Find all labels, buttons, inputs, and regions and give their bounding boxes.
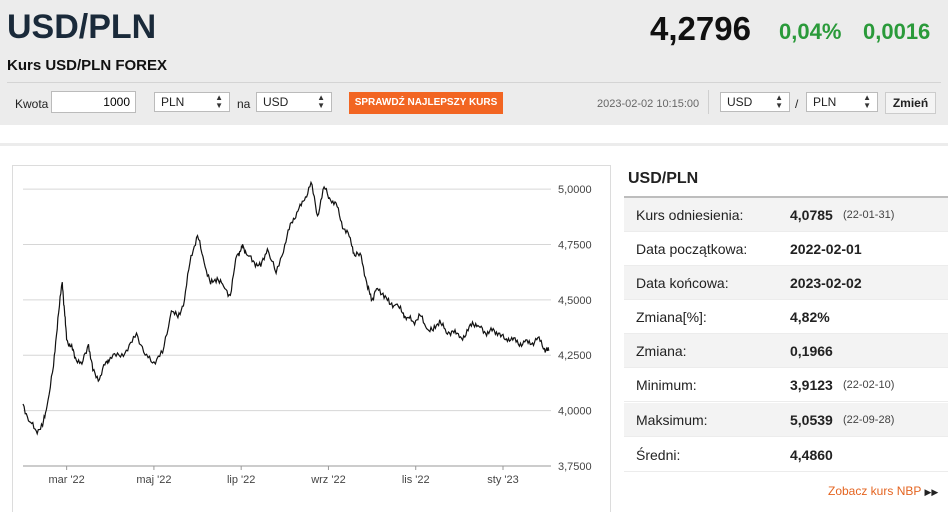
stats-label: Kurs odniesienia: xyxy=(636,207,744,223)
stats-value: 2023-02-02 xyxy=(790,275,862,291)
stats-row: Maksimum: 5,0539 (22-09-28) xyxy=(624,403,948,437)
best-rate-button[interactable]: SPRAWDŹ NAJLEPSZY KURS xyxy=(349,92,503,114)
y-tick-label: 5,0000 xyxy=(558,184,592,196)
y-tick-label: 4,0000 xyxy=(558,406,592,418)
stats-value: 0,1966 xyxy=(790,343,833,359)
divider xyxy=(708,90,709,114)
x-tick-label: wrz '22 xyxy=(310,474,346,486)
stats-label: Data końcowa: xyxy=(636,275,729,291)
stats-label: Zmiana: xyxy=(636,343,687,359)
select-arrows-icon: ▲ ▼ xyxy=(317,93,325,110)
stats-date: (22-01-31) xyxy=(843,209,895,221)
chart-container: 5,0000 4,7500 4,5000 4,2500 4,0000 3,7500 mar … xyxy=(12,165,611,512)
x-tick-label: lis '22 xyxy=(402,474,430,486)
header-bar: USD/PLN Kurs USD/PLN FOREX 4,2796 0,04% … xyxy=(0,0,948,125)
select-arrows-icon: ▲ ▼ xyxy=(863,93,871,110)
change-pair-button[interactable]: Zmień xyxy=(885,92,936,114)
amount-label: Kwota xyxy=(15,97,49,111)
nbp-rate-link[interactable]: Zobacz kurs NBP ▶▶ xyxy=(828,484,938,498)
to-label: na xyxy=(237,97,251,111)
stats-value: 4,4860 xyxy=(790,447,833,463)
stats-row: Zmiana: 0,1966 xyxy=(624,334,948,368)
stats-row: Data początkowa: 2022-02-01 xyxy=(624,232,948,266)
base-currency-value: USD xyxy=(727,95,753,109)
change-absolute: 0,0016 xyxy=(863,19,931,44)
quote-currency-value: PLN xyxy=(813,95,837,109)
to-currency-value: USD xyxy=(263,95,289,109)
double-chevron-right-icon: ▶▶ xyxy=(924,487,939,497)
divider xyxy=(624,196,948,198)
stats-label: Zmiana[%]: xyxy=(636,309,707,325)
sidebar-title: USD/PLN xyxy=(628,170,699,187)
price-chart: 5,0000 4,7500 4,5000 4,2500 4,0000 3,7500 mar … xyxy=(22,180,592,486)
stats-date: (22-09-28) xyxy=(843,414,895,426)
stats-label: Maksimum: xyxy=(636,412,708,428)
stats-value: 5,0539 xyxy=(790,412,833,428)
timestamp: 2023-02-02 10:15:00 xyxy=(597,98,700,110)
stats-row: Zmiana[%]: 4,82% xyxy=(624,300,948,334)
quote-currency-select[interactable]: PLN ▲ ▼ xyxy=(806,92,878,112)
change-percent: 0,04% xyxy=(779,19,842,44)
stats-row: Średni: 4,4860 xyxy=(624,438,948,472)
from-currency-value: PLN xyxy=(161,95,185,109)
stats-value: 3,9123 xyxy=(790,377,833,393)
x-tick-label: lip '22 xyxy=(227,474,255,486)
x-tick-label: mar '22 xyxy=(48,474,84,486)
base-currency-select[interactable]: USD ▲ ▼ xyxy=(720,92,790,112)
price-series-line xyxy=(22,180,550,436)
x-tick-label: sty '23 xyxy=(487,474,518,486)
y-tick-label: 4,7500 xyxy=(558,239,592,251)
to-currency-select[interactable]: USD ▲ ▼ xyxy=(256,92,332,112)
select-arrows-icon: ▲ ▼ xyxy=(215,93,223,110)
stats-row: Kurs odniesienia: 4,0785 (22-01-31) xyxy=(624,198,948,232)
section-divider xyxy=(0,143,948,146)
stats-label: Średni: xyxy=(636,447,681,463)
stats-value: 2022-02-01 xyxy=(790,241,862,257)
select-arrows-icon: ▲ ▼ xyxy=(775,93,783,110)
pair-separator: / xyxy=(795,97,799,111)
stats-row: Minimum: 3,9123 (22-02-10) xyxy=(624,368,948,402)
x-tick-label: maj '22 xyxy=(136,474,171,486)
y-tick-label: 4,5000 xyxy=(558,295,592,307)
stats-label: Data początkowa: xyxy=(636,241,748,257)
divider xyxy=(7,82,941,83)
stats-value: 4,0785 xyxy=(790,207,833,223)
stats-value: 4,82% xyxy=(790,309,830,325)
page-subtitle: Kurs USD/PLN FOREX xyxy=(7,57,168,74)
from-currency-select[interactable]: PLN ▲ ▼ xyxy=(154,92,230,112)
page-title: USD/PLN xyxy=(7,8,157,46)
y-tick-label: 4,2500 xyxy=(558,350,592,362)
stats-label: Minimum: xyxy=(636,377,697,393)
nbp-link-label: Zobacz kurs NBP xyxy=(828,484,922,498)
current-rate: 4,2796 xyxy=(650,10,751,47)
y-tick-label: 3,7500 xyxy=(558,461,592,473)
amount-input[interactable] xyxy=(51,91,136,113)
stats-date: (22-02-10) xyxy=(843,379,895,391)
stats-row: Data końcowa: 2023-02-02 xyxy=(624,266,948,300)
